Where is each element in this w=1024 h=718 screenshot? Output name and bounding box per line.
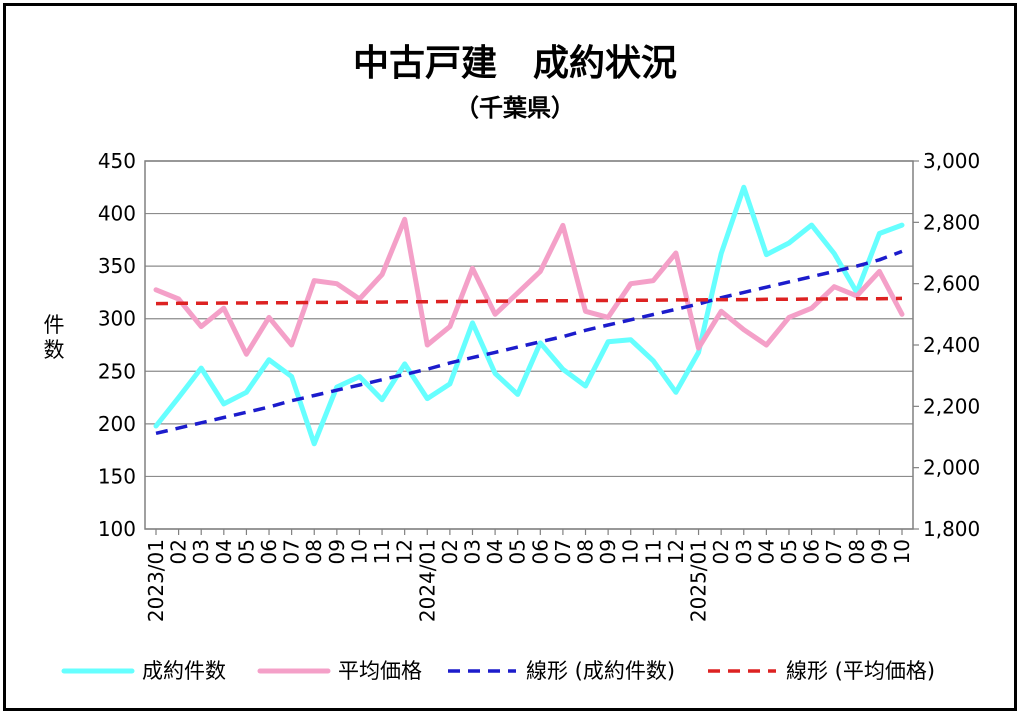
y-tick-right: 2,000 (923, 456, 980, 480)
x-tick-label: 04 (754, 539, 778, 564)
y-tick-left: 450 (98, 149, 136, 173)
x-tick-label: 02 (709, 539, 733, 564)
series-line-3 (155, 296, 903, 306)
series-line-1 (153, 216, 905, 357)
x-tick-label: 2024/01 (415, 539, 439, 622)
x-tick-label: 09 (325, 539, 349, 564)
y-tick-left: 150 (98, 464, 136, 488)
series-line-0 (153, 184, 905, 447)
y-tick-right: 2,400 (923, 333, 980, 357)
y-tick-right: 1,800 (923, 517, 980, 541)
x-tick-label: 07 (822, 539, 846, 564)
legend-label-2: 線形 (成約件数) (526, 659, 675, 683)
x-tick-label: 10 (347, 539, 371, 564)
x-tick-label: 04 (212, 539, 236, 564)
legend-label-0: 成約件数 (142, 659, 226, 683)
x-tick-label: 09 (596, 539, 620, 564)
x-tick-label: 12 (664, 539, 688, 564)
legend-label-3: 線形 (平均価格) (786, 659, 935, 683)
x-tick-label: 03 (460, 539, 484, 564)
x-tick-label: 04 (483, 539, 507, 564)
y-axis-right: 1,800 2,000 2,200 2,400 2,600 2,800 3,000 (913, 149, 980, 541)
x-tick-label: 10 (619, 539, 643, 564)
x-tick-label: 05 (777, 539, 801, 564)
y-tick-left: 100 (98, 517, 136, 541)
x-tick-label: 07 (551, 539, 575, 564)
series-layer (153, 184, 905, 447)
y-tick-right: 2,200 (923, 394, 980, 418)
x-tick-label: 10 (890, 539, 914, 564)
chart-subtitle: （千葉県） (455, 94, 575, 122)
y-tick-left: 350 (98, 254, 136, 278)
y-tick-right: 2,800 (923, 210, 980, 234)
x-axis: 2023/0102030405060708091011122024/010203… (144, 529, 914, 622)
x-tick-label: 06 (528, 539, 552, 564)
y-tick-left: 400 (98, 202, 136, 226)
chart-canvas: 中古戸建 成約状況 （千葉県） 100 150 200 250 300 350 400 450… (44, 43, 981, 683)
legend-label-1: 平均価格 (338, 659, 422, 683)
x-tick-label: 03 (189, 539, 213, 564)
x-tick-label: 03 (732, 539, 756, 564)
y-tick-right: 2,600 (923, 272, 980, 296)
x-tick-label: 02 (438, 539, 462, 564)
x-tick-label: 08 (302, 539, 326, 564)
x-tick-label: 06 (800, 539, 824, 564)
series-line-2 (155, 249, 903, 436)
y-axis-label: 件数 (44, 313, 65, 362)
x-tick-label: 05 (506, 539, 530, 564)
x-tick-label: 05 (234, 539, 258, 564)
x-tick-label: 12 (393, 539, 417, 564)
y-tick-left: 250 (98, 359, 136, 383)
x-tick-label: 11 (370, 539, 394, 564)
x-tick-label: 2023/01 (144, 539, 168, 622)
x-tick-label: 02 (167, 539, 191, 564)
x-tick-label: 07 (280, 539, 304, 564)
y-tick-right: 3,000 (923, 149, 980, 173)
y-tick-left: 300 (98, 307, 136, 331)
x-tick-label: 2025/01 (687, 539, 711, 622)
x-tick-label: 11 (641, 539, 665, 564)
x-tick-label: 08 (845, 539, 869, 564)
legend: 成約件数 平均価格 線形 (成約件数) 線形 (平均価格) (61, 659, 935, 683)
x-tick-label: 09 (867, 539, 891, 564)
y-axis-left: 100 150 200 250 300 350 400 450 (98, 149, 136, 541)
chart-frame: 中古戸建 成約状況 （千葉県） 100 150 200 250 300 350 400 450… (3, 3, 1017, 711)
x-tick-label: 08 (574, 539, 598, 564)
x-tick-label: 06 (257, 539, 281, 564)
chart-title: 中古戸建 成約状況 (353, 43, 677, 84)
y-tick-left: 200 (98, 412, 136, 436)
